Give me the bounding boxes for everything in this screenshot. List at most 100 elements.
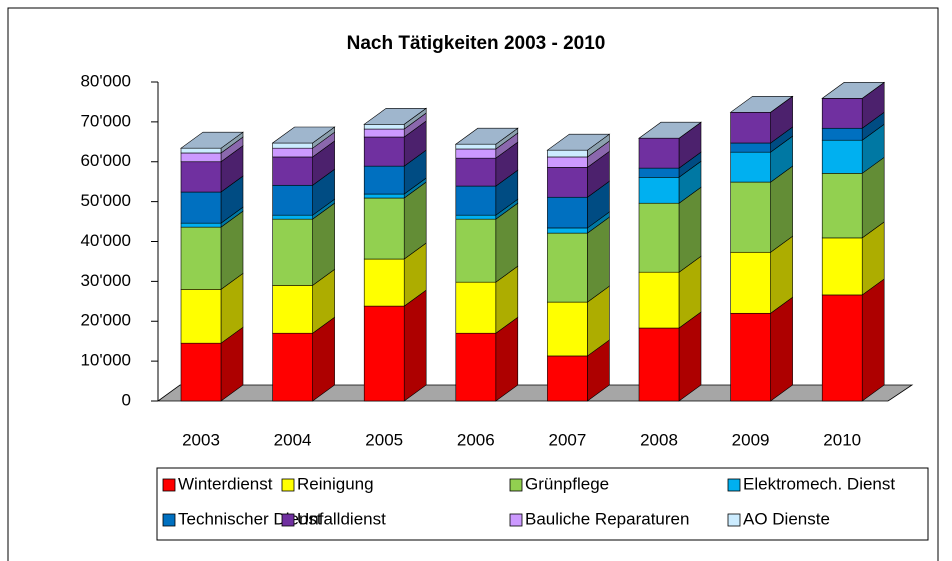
bar — [547, 301, 588, 357]
bar — [180, 152, 222, 163]
bar — [730, 181, 771, 253]
bar — [272, 147, 313, 158]
bar — [455, 281, 497, 334]
bar — [272, 142, 313, 149]
bar — [547, 156, 588, 168]
bar — [180, 147, 222, 154]
legend-label: Winterdienst — [178, 474, 273, 493]
bar — [821, 139, 863, 174]
legend-swatch — [727, 478, 741, 492]
y-tick-label: 70'000 — [80, 111, 131, 130]
bar — [180, 191, 222, 224]
bar — [272, 156, 313, 186]
bar — [363, 128, 405, 138]
bar-top — [363, 107, 428, 125]
bar — [547, 232, 588, 303]
bar — [272, 332, 313, 402]
legend-label: Elektromech. Dienst — [743, 474, 895, 493]
bar — [363, 136, 405, 167]
x-tick-label: 2010 — [823, 430, 861, 449]
bar-top — [546, 133, 611, 151]
y-tick-label: 30'000 — [80, 271, 131, 290]
bar — [455, 157, 497, 187]
bar — [180, 222, 222, 228]
bar — [638, 202, 680, 273]
y-tick-label: 60'000 — [80, 151, 131, 170]
legend-swatch — [509, 478, 523, 492]
x-tick-label: 2004 — [274, 430, 312, 449]
x-tick-label: 2003 — [182, 430, 220, 449]
legend-swatch — [509, 513, 523, 527]
y-tick-label: 10'000 — [80, 351, 131, 370]
bar — [272, 214, 313, 220]
chart-title: Nach Tätigkeiten 2003 - 2010 — [347, 33, 606, 54]
floor — [156, 384, 914, 402]
y-tick-label: 20'000 — [80, 311, 131, 330]
bar — [547, 167, 588, 198]
legend-swatch — [162, 478, 176, 492]
legend-swatch — [727, 513, 741, 527]
bar-top — [180, 131, 244, 149]
bar — [730, 112, 771, 144]
x-tick-label: 2009 — [732, 430, 770, 449]
bar — [730, 312, 771, 402]
legend-label: Reinigung — [297, 474, 374, 493]
bar-side — [861, 278, 885, 402]
bar — [547, 196, 588, 229]
bar — [455, 143, 497, 150]
bar — [455, 332, 497, 402]
bar — [547, 149, 588, 158]
bar — [363, 258, 405, 307]
bar-top — [821, 82, 886, 99]
legend-label: Unfalldienst — [297, 509, 386, 528]
legend-swatch — [281, 478, 295, 492]
bar — [272, 218, 313, 286]
legend-label: Bauliche Reparaturen — [525, 509, 689, 528]
bar — [455, 218, 497, 283]
x-tick-label: 2005 — [365, 430, 403, 449]
bar — [363, 193, 405, 199]
bar — [455, 214, 497, 220]
legend-label: AO Dienste — [743, 509, 830, 528]
legend-swatch — [281, 513, 295, 527]
bar — [180, 342, 222, 402]
x-tick-label: 2008 — [640, 430, 678, 449]
bar — [180, 161, 222, 193]
bar — [821, 127, 863, 141]
bar — [363, 197, 405, 260]
x-tick-label: 2006 — [457, 430, 495, 449]
bar-side — [770, 296, 793, 402]
bar — [730, 142, 771, 153]
bar — [547, 355, 588, 402]
bar — [180, 289, 222, 344]
bar-side — [403, 289, 427, 402]
bar — [455, 148, 497, 159]
y-tick-label: 50'000 — [80, 191, 131, 210]
y-tick-label: 40'000 — [80, 231, 131, 250]
bar — [730, 151, 771, 183]
bar — [821, 237, 863, 296]
bar — [638, 271, 680, 329]
bar — [821, 294, 863, 402]
bar-top — [638, 121, 702, 139]
bar — [272, 285, 313, 334]
bar — [638, 327, 680, 402]
bar — [272, 184, 313, 216]
bar — [363, 305, 405, 402]
bar — [730, 251, 771, 314]
legend-label: Grünpflege — [525, 474, 609, 493]
bar-top — [271, 126, 336, 144]
bar — [180, 226, 222, 290]
bar — [363, 123, 405, 130]
y-tick-label: 80'000 — [80, 71, 131, 90]
bar — [821, 173, 863, 239]
bar-top — [729, 96, 794, 113]
bar — [363, 165, 405, 195]
bar — [638, 137, 680, 169]
bar — [547, 227, 588, 234]
bar-top — [454, 127, 519, 145]
chart-frame — [7, 7, 939, 561]
x-tick-label: 2007 — [548, 430, 586, 449]
bar — [821, 98, 863, 129]
